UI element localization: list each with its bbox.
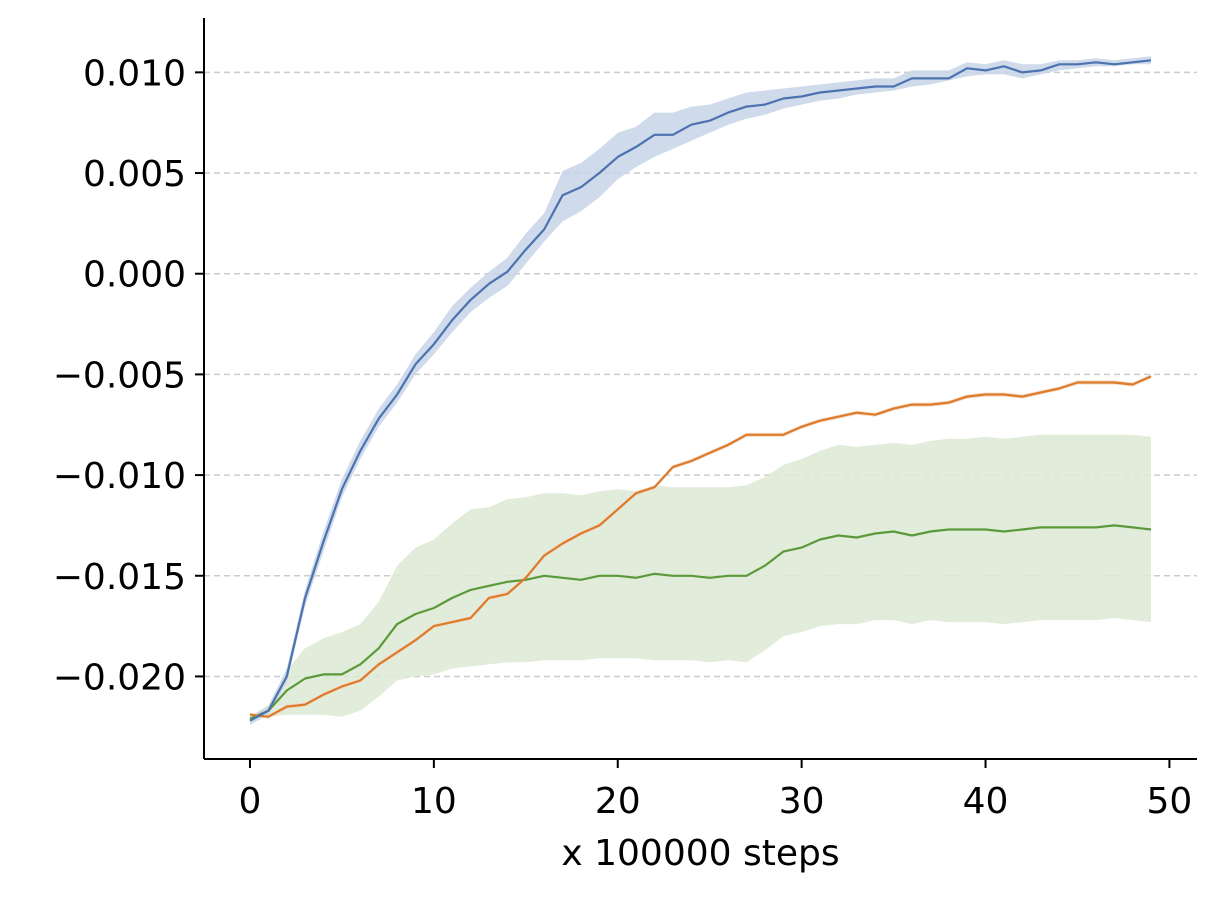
y-axis-ticks: −0.020 −0.015 −0.010 −0.005 0.000 0.005 0.010	[53, 53, 204, 698]
y-tick-label: −0.005	[53, 355, 186, 396]
x-axis-label: x 100000 steps	[561, 833, 839, 874]
y-tick-label: −0.010	[53, 456, 186, 497]
x-tick-label: 20	[595, 781, 641, 822]
series-lines	[249, 59, 1152, 722]
axes	[203, 18, 1197, 760]
x-tick-label: 40	[963, 781, 1009, 822]
y-tick-label: −0.020	[53, 657, 186, 698]
series-3-line	[249, 524, 1152, 720]
y-tick-label: 0.005	[83, 154, 186, 195]
x-axis-ticks: 0 10 20 30 40 50	[239, 759, 1193, 822]
y-tick-label: 0.000	[83, 255, 186, 296]
series-1-line	[249, 59, 1152, 722]
x-tick-label: 0	[239, 781, 262, 822]
confidence-bands	[250, 56, 1151, 725]
y-tick-label: −0.015	[53, 557, 186, 598]
x-tick-label: 10	[411, 781, 457, 822]
x-tick-label: 30	[779, 781, 825, 822]
y-tick-label: 0.010	[83, 53, 186, 94]
series-2-line	[249, 375, 1152, 718]
x-tick-label: 50	[1147, 781, 1193, 822]
